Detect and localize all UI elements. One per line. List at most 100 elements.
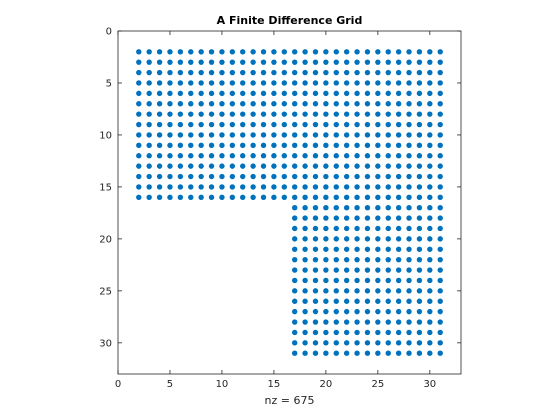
grid-point xyxy=(177,173,184,180)
grid-point xyxy=(427,298,433,304)
grid-point xyxy=(427,340,433,346)
grid-point xyxy=(385,69,391,76)
grid-point xyxy=(375,236,381,242)
grid-point xyxy=(312,350,319,356)
grid-point xyxy=(208,69,215,76)
grid-point xyxy=(302,225,308,232)
grid-point xyxy=(291,80,298,86)
grid-point xyxy=(343,184,350,190)
grid-point xyxy=(302,173,308,180)
grid-point xyxy=(437,246,443,252)
grid-point xyxy=(416,132,423,138)
grid-point xyxy=(395,132,402,138)
grid-point xyxy=(250,153,256,159)
grid-point xyxy=(146,69,152,76)
grid-point xyxy=(333,90,339,97)
grid-point xyxy=(323,142,329,149)
grid-point xyxy=(250,194,256,201)
grid-point xyxy=(291,142,298,149)
grid-point xyxy=(395,256,402,263)
grid-point xyxy=(343,111,350,117)
grid-point xyxy=(437,111,443,117)
grid-point xyxy=(312,121,319,128)
grid-point xyxy=(302,194,308,201)
grid-point xyxy=(354,173,360,180)
grid-point xyxy=(364,298,371,304)
grid-point xyxy=(364,267,371,273)
x-tick-label: 10 xyxy=(216,379,229,390)
grid-point xyxy=(198,101,204,107)
grid-point xyxy=(219,101,225,107)
grid-point xyxy=(385,298,391,304)
grid-point xyxy=(188,69,194,76)
grid-point xyxy=(364,288,371,294)
grid-point xyxy=(136,153,142,159)
grid-point xyxy=(208,132,215,138)
grid-point xyxy=(375,69,381,76)
grid-point xyxy=(343,267,350,273)
grid-point xyxy=(198,194,204,201)
grid-point xyxy=(323,132,329,138)
grid-point xyxy=(136,173,142,180)
grid-point xyxy=(437,132,443,138)
grid-point xyxy=(219,121,225,128)
grid-point xyxy=(385,236,391,242)
grid-point xyxy=(302,90,308,97)
grid-point xyxy=(188,49,194,55)
grid-point xyxy=(177,49,184,55)
grid-point xyxy=(364,246,371,252)
grid-point xyxy=(354,80,360,86)
grid-point xyxy=(364,69,371,76)
grid-point xyxy=(354,59,360,65)
grid-point xyxy=(291,101,298,107)
grid-point xyxy=(375,225,381,232)
grid-point xyxy=(291,173,298,180)
grid-point xyxy=(395,194,402,201)
grid-point xyxy=(229,173,236,180)
grid-point xyxy=(395,142,402,149)
grid-point xyxy=(375,101,381,107)
grid-point xyxy=(343,308,350,315)
grid-point xyxy=(302,350,308,356)
grid-point xyxy=(323,350,329,356)
x-tick-label: 0 xyxy=(115,379,121,390)
grid-point xyxy=(427,142,433,149)
grid-point xyxy=(302,142,308,149)
grid-point xyxy=(395,49,402,55)
grid-point xyxy=(156,101,163,107)
grid-point xyxy=(198,173,204,180)
grid-point xyxy=(385,256,391,263)
grid-point xyxy=(323,319,329,325)
grid-point xyxy=(343,204,350,211)
grid-point xyxy=(198,163,204,169)
y-tick-label: 25 xyxy=(99,286,112,297)
grid-point xyxy=(219,69,225,76)
grid-point xyxy=(343,69,350,76)
grid-point xyxy=(364,236,371,242)
grid-point xyxy=(323,49,329,55)
grid-point xyxy=(364,184,371,190)
grid-point xyxy=(156,163,163,169)
grid-point xyxy=(302,277,308,284)
grid-point xyxy=(343,225,350,232)
grid-point xyxy=(302,256,308,263)
grid-point xyxy=(271,90,277,97)
grid-point xyxy=(406,153,412,159)
grid-point xyxy=(364,132,371,138)
grid-point xyxy=(240,142,246,149)
grid-point xyxy=(354,204,360,211)
grid-point xyxy=(385,121,391,128)
grid-point xyxy=(416,194,423,201)
grid-point xyxy=(188,163,194,169)
grid-point xyxy=(385,184,391,190)
grid-point xyxy=(343,319,350,325)
grid-point xyxy=(354,90,360,97)
grid-point xyxy=(354,350,360,356)
grid-point xyxy=(302,267,308,273)
y-tick-label: 15 xyxy=(99,182,112,193)
grid-point xyxy=(416,277,423,284)
grid-point xyxy=(437,49,443,55)
grid-point xyxy=(188,90,194,97)
grid-point xyxy=(312,319,319,325)
